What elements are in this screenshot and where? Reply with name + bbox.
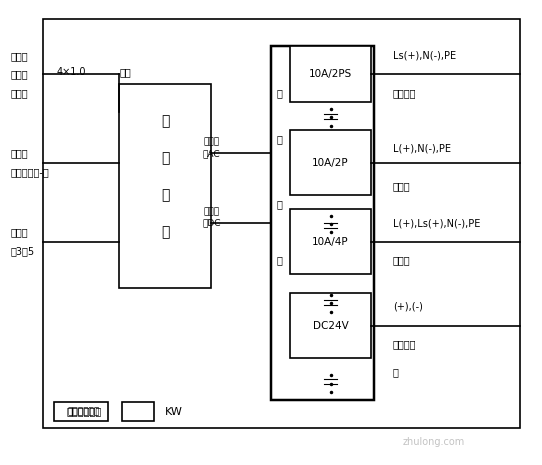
Text: 持续式: 持续式: [393, 181, 411, 191]
Text: 正常电: 正常电: [203, 137, 220, 146]
Text: 制: 制: [161, 226, 170, 239]
Text: 控: 控: [161, 188, 170, 202]
Text: 输: 输: [276, 88, 282, 98]
Text: 消防联: 消防联: [11, 51, 29, 61]
Text: 出: 出: [276, 134, 282, 145]
Text: KW: KW: [165, 406, 182, 417]
Text: zhulong.com: zhulong.com: [403, 437, 464, 447]
Text: 应急电: 应急电: [11, 148, 29, 159]
Text: 非持续式: 非持续式: [393, 88, 416, 98]
Text: L(+),N(-),PE: L(+),N(-),PE: [393, 144, 451, 154]
Text: 额定应急功率: 额定应急功率: [68, 407, 100, 416]
Text: 可控式: 可控式: [393, 255, 411, 266]
Text: 模: 模: [276, 199, 282, 210]
Text: Ls(+),N(-),PE: Ls(+),N(-),PE: [393, 51, 456, 61]
Text: 10A/2PS: 10A/2PS: [309, 69, 352, 80]
Text: 源: 源: [161, 151, 170, 165]
Text: L(+),Ls(+),N(-),PE: L(+),Ls(+),N(-),PE: [393, 218, 480, 228]
Text: DC24V: DC24V: [313, 320, 349, 331]
Bar: [119, 84, 211, 288]
Text: (+),(-): (+),(-): [393, 302, 423, 312]
Bar: [290, 130, 371, 195]
Text: 地面导光: 地面导光: [393, 339, 416, 349]
Text: 点灯）: 点灯）: [11, 88, 29, 98]
Text: 4×1.0: 4×1.0: [57, 67, 86, 77]
Bar: [290, 293, 371, 358]
Bar: [54, 402, 108, 421]
Text: 额定应急功率: 额定应急功率: [66, 406, 102, 417]
Bar: [271, 46, 374, 400]
Text: 源AC: 源AC: [203, 149, 220, 158]
Text: 源3或5: 源3或5: [11, 246, 35, 256]
Text: （联动: （联动: [11, 69, 29, 80]
Text: 监控: 监控: [119, 67, 131, 77]
Text: 电: 电: [161, 114, 170, 128]
Bar: [290, 46, 371, 102]
Text: （源），（-）: （源），（-）: [11, 167, 49, 177]
Text: 源DC: 源DC: [202, 219, 221, 228]
Bar: [290, 209, 371, 274]
Bar: [43, 19, 520, 428]
Text: 应急电: 应急电: [203, 207, 220, 216]
Text: 流: 流: [393, 367, 399, 377]
Text: 正常电: 正常电: [11, 227, 29, 238]
Bar: [122, 402, 154, 421]
Text: 10A/4P: 10A/4P: [312, 237, 349, 247]
Text: 块: 块: [276, 255, 282, 266]
Text: 10A/2P: 10A/2P: [312, 158, 349, 168]
